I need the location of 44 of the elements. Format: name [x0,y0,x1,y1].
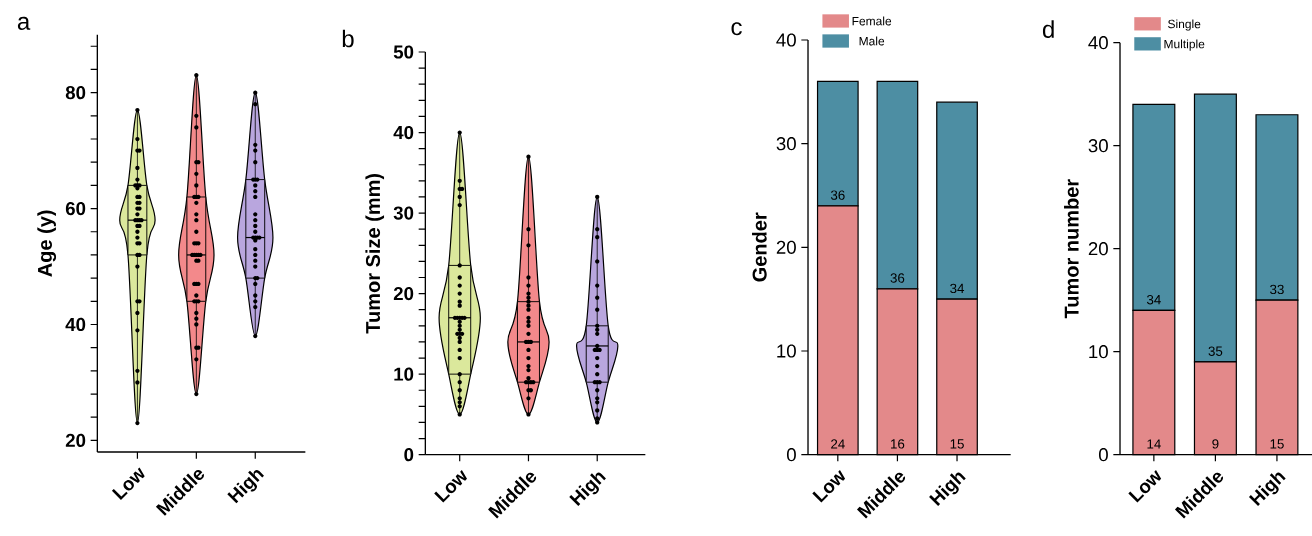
data-label: 15 [950,439,964,449]
y-tick-label: 20 [776,240,796,254]
chart-title: b [342,29,354,48]
y-tick-label: 20 [65,433,86,448]
y-tick-label: 20 [393,286,414,301]
chart-title: a [17,16,31,30]
y-tick-label: 0 [786,448,796,462]
chart-title: d [1042,20,1054,38]
y-tick-label: 0 [404,448,414,462]
data-label: 24 [831,439,845,449]
legend-label: Female [852,16,892,26]
legend-label: Multiple [1164,39,1205,51]
y-axis-title: Gender [752,212,767,282]
y-tick-label: 10 [394,367,414,381]
y-tick-label: 30 [393,206,414,220]
y-axis-title: Tumor Size (mm) [365,173,385,334]
y-tick-label: 80 [65,86,86,100]
y-tick-label: 10 [777,344,796,358]
y-tick-label: 30 [776,137,796,151]
chart-title: c [731,22,742,36]
y-axis-title: Tumor number [1064,179,1079,319]
y-tick-label: 60 [65,201,86,216]
data-label: 16 [891,439,905,449]
y-tick-label: 40 [65,317,86,332]
data-label: 15 [1270,439,1284,449]
total-label: 35 [1208,346,1223,356]
y-tick-label: 40 [776,33,796,47]
legend-label: Male [859,36,885,46]
y-tick-label: 0 [1098,448,1108,462]
legend-label: Single [1168,19,1201,31]
data-label: 9 [1212,439,1219,449]
total-label: 36 [830,190,845,200]
y-tick-label: 50 [393,45,414,59]
y-tick-label: 40 [1088,36,1108,50]
y-tick-label: 40 [393,125,414,140]
total-label: 33 [1270,284,1284,295]
total-label: 34 [950,283,965,294]
y-tick-label: 30 [1088,139,1108,153]
y-tick-label: 10 [1089,345,1108,359]
data-label: 14 [1147,439,1161,449]
y-axis-title: Age (y) [37,210,57,277]
total-label: 34 [1146,294,1161,305]
y-tick-label: 20 [1088,242,1108,256]
total-label: 36 [890,273,905,283]
